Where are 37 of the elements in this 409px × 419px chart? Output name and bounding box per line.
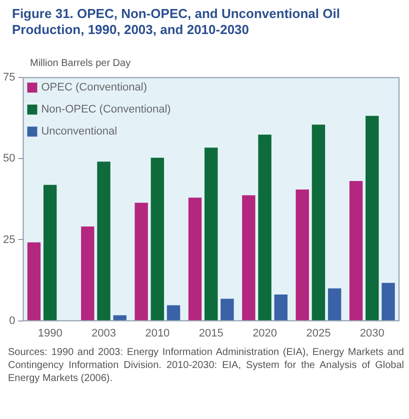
bar bbox=[188, 198, 202, 320]
y-tick-label: 0 bbox=[9, 314, 16, 327]
y-tick-label: 50 bbox=[2, 152, 16, 165]
y-tick-label: 25 bbox=[2, 234, 16, 246]
bar bbox=[349, 181, 363, 320]
x-tick-label: 2030 bbox=[360, 327, 384, 340]
bar bbox=[204, 148, 218, 320]
bar bbox=[134, 202, 148, 320]
bar bbox=[366, 116, 379, 320]
x-tick-label: 2025 bbox=[306, 327, 331, 340]
bar bbox=[27, 242, 41, 320]
legend-label: Non-OPEC (Conventional) bbox=[41, 104, 171, 116]
bar bbox=[150, 158, 164, 320]
bar bbox=[220, 298, 234, 320]
bar bbox=[81, 226, 94, 320]
bar bbox=[274, 294, 288, 320]
source-note: Sources: 1990 and 2003: Energy Information Administration (EIA), Energy Markets and Contingency Information Division. 2010-2030: EIA, System for the Analysis of Global Energy Markets (2006). bbox=[8, 346, 404, 385]
bar bbox=[258, 134, 272, 320]
bar bbox=[312, 124, 326, 320]
x-tick-label: 1990 bbox=[38, 327, 62, 340]
bar bbox=[97, 162, 110, 320]
bar bbox=[296, 189, 309, 320]
legend-label: OPEC (Conventional) bbox=[41, 82, 148, 94]
bar bbox=[166, 305, 180, 320]
x-tick-label: 2015 bbox=[198, 327, 224, 340]
bar bbox=[328, 288, 342, 320]
y-tick-label: 75 bbox=[2, 72, 16, 84]
bar bbox=[43, 184, 57, 320]
x-tick-label: 2010 bbox=[145, 327, 170, 340]
bar bbox=[242, 195, 256, 320]
x-tick-label: 2020 bbox=[252, 327, 278, 340]
chart-title: Figure 31. OPEC, Non-OPEC, and Unconventional Oil Production, 1990, 2003, and 2010-2030 bbox=[12, 6, 341, 38]
y-axis-title: Million Barrels per Day bbox=[30, 58, 131, 69]
bar bbox=[113, 315, 126, 320]
x-tick-label: 2003 bbox=[92, 327, 116, 340]
bar bbox=[382, 282, 395, 320]
legend-label: Unconventional bbox=[41, 126, 118, 138]
